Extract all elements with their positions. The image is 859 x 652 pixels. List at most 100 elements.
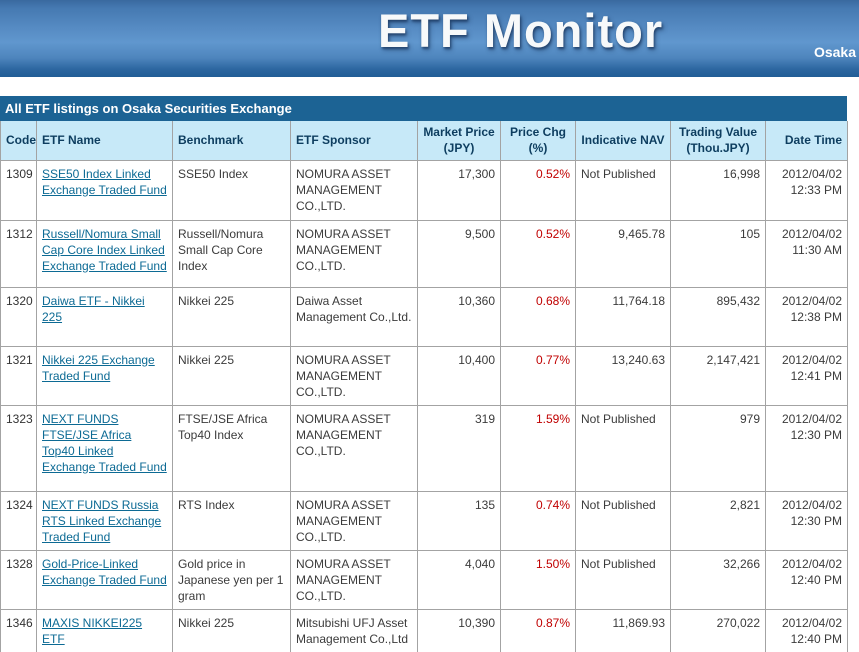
price-chg-cell: 1.50% [500, 549, 576, 610]
time-text: 12:40 PM [790, 631, 842, 646]
code-cell: 1328 [0, 549, 37, 610]
nav-cell: Not Published [575, 490, 671, 551]
exchange-label: Osaka [813, 44, 856, 60]
datetime-cell: 2012/04/02 12:33 PM [765, 159, 848, 221]
etf-row: 1312 Russell/Nomura Small Cap Core Index… [0, 219, 848, 288]
benchmark-cell: Gold price in Japanese yen per 1 gram [172, 549, 291, 610]
date-text: 2012/04/02 [781, 352, 842, 367]
trading-value-cell: 105 [670, 219, 766, 288]
benchmark-cell: FTSE/JSE Africa Top40 Index [172, 404, 291, 492]
time-text: 12:33 PM [790, 182, 842, 197]
sponsor-cell: NOMURA ASSET MANAGEMENT CO.,LTD. [290, 159, 418, 221]
benchmark-cell: Nikkei 225 [172, 345, 291, 406]
code-cell: 1309 [0, 159, 37, 221]
datetime-cell: 2012/04/02 12:40 PM [765, 608, 848, 652]
code-cell: 1323 [0, 404, 37, 492]
section-title: All ETF listings on Osaka Securities Exc… [5, 101, 292, 116]
etf-row: 1324 NEXT FUNDS Russia RTS Linked Exchan… [0, 490, 848, 551]
etf-name-link[interactable]: Gold-Price-Linked Exchange Traded Fund [42, 556, 167, 587]
market-price-cell: 135 [417, 490, 501, 551]
market-price-cell: 17,300 [417, 159, 501, 221]
trading-value-cell: 895,432 [670, 286, 766, 347]
section-title-bar: All ETF listings on Osaka Securities Exc… [0, 96, 847, 121]
date-text: 2012/04/02 [781, 293, 842, 308]
column-header-code: Code [0, 121, 37, 161]
code-cell: 1320 [0, 286, 37, 347]
app-title: ETF Monitor [378, 4, 664, 57]
trading-value-cell: 2,821 [670, 490, 766, 551]
code-cell: 1346 [0, 608, 37, 652]
trading-value-cell: 32,266 [670, 549, 766, 610]
etf-name-link[interactable]: NEXT FUNDS Russia RTS Linked Exchange Tr… [42, 497, 162, 544]
market-price-cell: 319 [417, 404, 501, 492]
market-price-cell: 10,390 [417, 608, 501, 652]
column-header-trading-value: Trading Value (Thou.JPY) [670, 121, 766, 161]
trading-value-cell: 979 [670, 404, 766, 492]
datetime-cell: 2012/04/02 12:40 PM [765, 549, 848, 610]
nav-cell: 13,240.63 [575, 345, 671, 406]
time-text: 12:40 PM [790, 572, 842, 587]
sponsor-cell: NOMURA ASSET MANAGEMENT CO.,LTD. [290, 490, 418, 551]
etf-name-link[interactable]: Nikkei 225 Exchange Traded Fund [42, 352, 155, 383]
header-row: Code ETF Name Benchmark ETF Sponsor Mark… [0, 121, 848, 161]
time-text: 12:30 PM [790, 513, 842, 528]
column-header-benchmark: Benchmark [172, 121, 291, 161]
column-header-etf-name: ETF Name [36, 121, 173, 161]
datetime-cell: 2012/04/02 12:38 PM [765, 286, 848, 347]
nav-cell: Not Published [575, 549, 671, 610]
datetime-cell: 2012/04/02 11:30 AM [765, 219, 848, 288]
market-price-cell: 10,400 [417, 345, 501, 406]
etf-row: 1320 Daiwa ETF - Nikkei 225 Nikkei 225 D… [0, 286, 848, 347]
sponsor-cell: Daiwa Asset Management Co.,Ltd. [290, 286, 418, 347]
benchmark-cell: Nikkei 225 [172, 286, 291, 347]
date-text: 2012/04/02 [781, 556, 842, 571]
etf-name-link[interactable]: SSE50 Index Linked Exchange Traded Fund [42, 166, 167, 197]
etf-row: 1346 MAXIS NIKKEI225 ETF Nikkei 225 Mits… [0, 608, 848, 652]
etf-name-link[interactable]: Russell/Nomura Small Cap Core Index Link… [42, 226, 167, 273]
nav-cell: Not Published [575, 159, 671, 221]
date-text: 2012/04/02 [781, 166, 842, 181]
sponsor-cell: NOMURA ASSET MANAGEMENT CO.,LTD. [290, 345, 418, 406]
code-cell: 1324 [0, 490, 37, 551]
price-chg-cell: 0.52% [500, 219, 576, 288]
time-text: 12:41 PM [790, 368, 842, 383]
price-chg-cell: 0.74% [500, 490, 576, 551]
trading-value-cell: 2,147,421 [670, 345, 766, 406]
market-price-cell: 9,500 [417, 219, 501, 288]
market-price-cell: 10,360 [417, 286, 501, 347]
market-price-cell: 4,040 [417, 549, 501, 610]
etf-row: 1328 Gold-Price-Linked Exchange Traded F… [0, 549, 848, 610]
nav-cell: 11,764.18 [575, 286, 671, 347]
etf-row: 1309 SSE50 Index Linked Exchange Traded … [0, 159, 848, 221]
date-text: 2012/04/02 [781, 411, 842, 426]
price-chg-cell: 0.68% [500, 286, 576, 347]
code-cell: 1321 [0, 345, 37, 406]
sponsor-cell: NOMURA ASSET MANAGEMENT CO.,LTD. [290, 404, 418, 492]
benchmark-cell: SSE50 Index [172, 159, 291, 221]
datetime-cell: 2012/04/02 12:30 PM [765, 490, 848, 551]
code-cell: 1312 [0, 219, 37, 288]
date-text: 2012/04/02 [781, 226, 842, 241]
trading-value-cell: 16,998 [670, 159, 766, 221]
datetime-cell: 2012/04/02 12:41 PM [765, 345, 848, 406]
sponsor-cell: Mitsubishi UFJ Asset Management Co.,Ltd [290, 608, 418, 652]
time-text: 11:30 AM [792, 242, 842, 257]
etf-row: 1323 NEXT FUNDS FTSE/JSE Africa Top40 Li… [0, 404, 848, 492]
price-chg-cell: 1.59% [500, 404, 576, 492]
app-banner: ETF Monitor Osaka [0, 0, 859, 77]
trading-value-cell: 270,022 [670, 608, 766, 652]
etf-name-link[interactable]: MAXIS NIKKEI225 ETF [42, 615, 143, 646]
time-text: 12:30 PM [790, 427, 842, 442]
column-header-date-time: Date Time [765, 121, 848, 161]
column-header-indicative-nav: Indicative NAV [575, 121, 671, 161]
sponsor-cell: NOMURA ASSET MANAGEMENT CO.,LTD. [290, 549, 418, 610]
etf-name-link[interactable]: Daiwa ETF - Nikkei 225 [42, 293, 145, 324]
etf-row: 1321 Nikkei 225 Exchange Traded Fund Nik… [0, 345, 848, 406]
datetime-cell: 2012/04/02 12:30 PM [765, 404, 848, 492]
benchmark-cell: Nikkei 225 [172, 608, 291, 652]
benchmark-cell: RTS Index [172, 490, 291, 551]
nav-cell: 9,465.78 [575, 219, 671, 288]
column-header-sponsor: ETF Sponsor [290, 121, 418, 161]
etf-name-link[interactable]: NEXT FUNDS FTSE/JSE Africa Top40 Linked … [42, 411, 167, 474]
date-text: 2012/04/02 [781, 615, 842, 630]
